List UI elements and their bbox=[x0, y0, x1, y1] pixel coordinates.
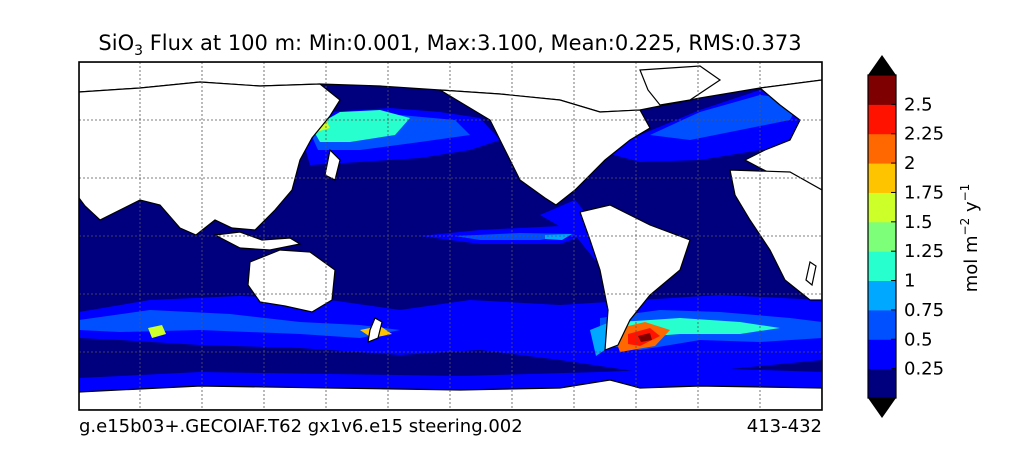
colorbar: 0.25 0.5 0.75 1 1.25 1.5 1.75 2 2.25 2.5 bbox=[867, 55, 944, 418]
colorbar-tick-label: 1.75 bbox=[904, 182, 944, 203]
land-japan bbox=[324, 148, 341, 181]
map-frame bbox=[78, 61, 823, 411]
colorbar-tick-label: 2.5 bbox=[904, 94, 933, 115]
colorbar-segment bbox=[868, 163, 896, 193]
land-africa bbox=[729, 169, 822, 301]
colorbar-tick-label: 1.25 bbox=[904, 241, 944, 262]
colorbar-segment bbox=[868, 280, 896, 311]
land-madagascar bbox=[805, 261, 817, 287]
colorbar-segment bbox=[868, 221, 896, 252]
land-south-america bbox=[579, 204, 691, 351]
land-greenland bbox=[639, 65, 722, 106]
colorbar-segment bbox=[868, 251, 896, 282]
footer-right: 413-432 bbox=[747, 416, 822, 437]
colorbar-tick-label: 2 bbox=[904, 153, 915, 174]
colorbar-tick-label: 0.5 bbox=[904, 329, 933, 350]
map-area bbox=[79, 62, 822, 410]
land-eurasia-east bbox=[743, 79, 822, 201]
flux-region-equatorial-center bbox=[545, 234, 572, 240]
colorbar-segment bbox=[868, 133, 896, 164]
land-indonesia bbox=[212, 231, 302, 251]
colorbar-over-arrow bbox=[868, 55, 896, 75]
land-new-zealand bbox=[367, 317, 383, 343]
colorbar-tick-label: 0.75 bbox=[904, 300, 944, 321]
footer-left: g.e15b03+.GECOIAF.T62 gx1v6.e15 steering… bbox=[79, 416, 523, 437]
land-australia bbox=[247, 249, 336, 313]
colorbar-segment bbox=[868, 368, 896, 399]
flux-region-north-atlantic-inner bbox=[650, 95, 800, 140]
colorbar-segment bbox=[868, 75, 896, 105]
colorbar-segment bbox=[868, 104, 896, 135]
colorbar-tick-label: 1 bbox=[904, 271, 915, 292]
colorbar-tick-label: 0.25 bbox=[904, 359, 944, 380]
colorbar-frame bbox=[867, 74, 897, 399]
colorbar-label: mol m−2 y−1 bbox=[958, 184, 982, 293]
colorbar-segment bbox=[868, 339, 896, 370]
graticule bbox=[79, 62, 822, 410]
flux-region-bering bbox=[312, 110, 410, 142]
flux-region-indian-hotspot bbox=[148, 325, 166, 338]
flux-region-south-atlantic-max bbox=[638, 333, 652, 342]
colorbar-segment bbox=[868, 192, 896, 223]
colorbar-under-arrow bbox=[868, 398, 896, 418]
colorbar-tick-label: 1.5 bbox=[904, 212, 933, 233]
land-north-america bbox=[439, 89, 651, 206]
colorbar-segment bbox=[868, 309, 896, 340]
chart-title: SiO3 Flux at 100 m: Min:0.001, Max:3.100… bbox=[98, 31, 801, 59]
colorbar-tick-label: 2.25 bbox=[904, 124, 944, 145]
